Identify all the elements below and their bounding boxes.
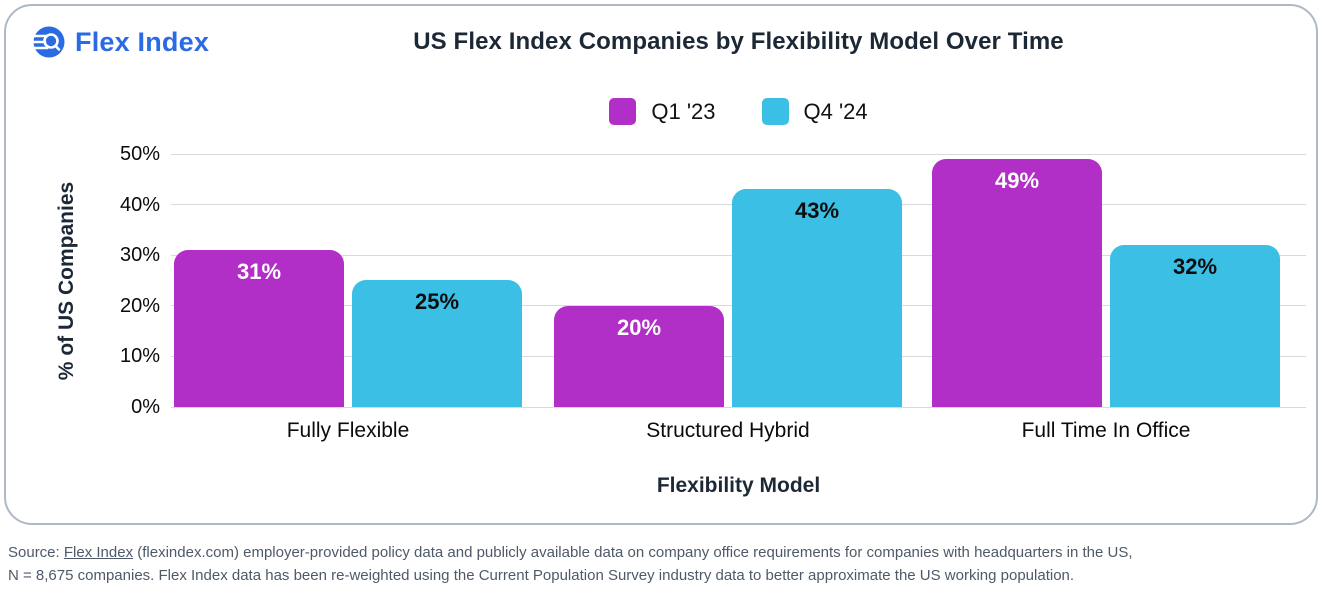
chart-title: US Flex Index Companies by Flexibility M… xyxy=(413,28,1064,55)
y-tick-30: 30% xyxy=(119,244,160,267)
y-tick-10: 10% xyxy=(119,345,160,368)
x-tick-full-time-in-office: Full Time In Office xyxy=(1021,419,1191,442)
bar-q4-24-full-time-in-office[interactable]: 32% xyxy=(1110,245,1280,407)
logo-wordmark: Flex Index xyxy=(75,26,210,57)
y-axis-title: % of US Companies xyxy=(55,181,78,381)
y-tick-0: 0% xyxy=(131,396,160,418)
bar-value-label: 25% xyxy=(414,289,460,314)
y-tick-40: 40% xyxy=(119,193,160,216)
y-tick-50: 50% xyxy=(119,143,160,165)
legend-item-q1-23[interactable]: Q1 '23 xyxy=(609,98,716,125)
legend-label-q1-23: Q1 '23 xyxy=(651,98,716,124)
bar-value-label: 31% xyxy=(236,259,282,284)
flex-index-logo: Flex Index xyxy=(28,23,209,61)
bar-value-label: 32% xyxy=(1172,254,1218,279)
source-note: Source: Flex Index (flexindex.com) emplo… xyxy=(8,541,1133,587)
plot-area: 31% 25% 20% 43% 49% 32% xyxy=(171,153,1306,408)
bar-q1-23-fully-flexible[interactable]: 31% xyxy=(174,250,344,407)
legend-swatch-q4-24 xyxy=(761,98,789,125)
legend-swatch-q1-23 xyxy=(609,98,637,125)
chart-legend: Q1 '23 Q4 '24 xyxy=(171,98,1306,125)
bar-q4-24-structured-hybrid[interactable]: 43% xyxy=(732,189,902,407)
x-axis-title: Flexibility Model xyxy=(656,474,821,497)
x-tick-fully-flexible: Fully Flexible xyxy=(286,419,410,442)
x-axis-tick-labels: Fully Flexible Structured Hybrid Full Time… xyxy=(171,419,1306,447)
y-axis-ticks: 0% 10% 20% 30% 40% 50% xyxy=(86,143,160,418)
bar-q4-24-fully-flexible[interactable]: 25% xyxy=(352,280,522,407)
y-tick-20: 20% xyxy=(119,294,160,317)
legend-item-q4-24[interactable]: Q4 '24 xyxy=(761,98,868,125)
bar-value-label: 43% xyxy=(794,198,840,223)
source-prefix: Source: xyxy=(8,544,60,561)
source-line-1-text: (flexindex.com) employer-provided policy… xyxy=(137,544,1133,561)
x-tick-structured-hybrid: Structured Hybrid xyxy=(646,419,810,442)
flex-index-link[interactable]: Flex Index xyxy=(63,544,134,561)
source-line-1: Source: Flex Index (flexindex.com) emplo… xyxy=(8,541,1133,564)
bar-q1-23-full-time-in-office[interactable]: 49% xyxy=(932,159,1102,407)
source-line-2: N = 8,675 companies. Flex Index data has… xyxy=(8,567,1075,584)
bar-value-label: 49% xyxy=(994,168,1040,193)
bar-value-label: 20% xyxy=(616,315,662,340)
gridline-0 xyxy=(171,406,1306,408)
legend-label-q4-24: Q4 '24 xyxy=(803,98,868,124)
gridline-50 xyxy=(171,153,1306,155)
flex-index-logo-icon xyxy=(28,26,65,58)
chart-card: Flex Index US Flex Index Companies by Fl… xyxy=(4,4,1318,525)
bar-q1-23-structured-hybrid[interactable]: 20% xyxy=(554,306,724,407)
